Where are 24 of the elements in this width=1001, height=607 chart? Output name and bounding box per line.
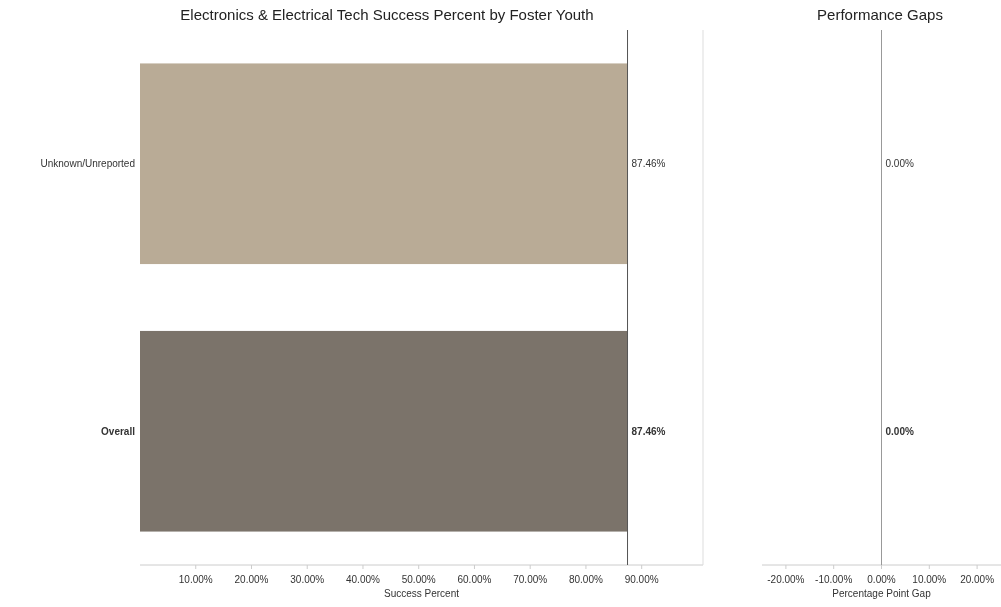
x-tick-label: 50.00% <box>401 574 436 585</box>
chart-title: Electronics & Electrical Tech Success Percent by Foster Youth <box>180 6 594 23</box>
x-tick-label: 20.00% <box>234 574 269 585</box>
chart-title: Performance Gaps <box>817 6 943 23</box>
x-tick-label: 0.00% <box>867 574 896 585</box>
x-tick-label: 90.00% <box>624 574 659 585</box>
x-tick-label: -20.00% <box>767 574 805 585</box>
x-axis-title: Success Percent <box>383 588 460 599</box>
y-tick-label: Overall <box>101 425 136 437</box>
y-tick-label: Unknown/Unreported <box>40 158 135 170</box>
data-label: 0.00% <box>885 158 914 170</box>
data-label: 87.46% <box>631 425 666 437</box>
x-axis-title: Percentage Point Gap <box>832 588 932 599</box>
data-label: 87.46% <box>631 158 666 170</box>
x-tick-label: 70.00% <box>513 574 548 585</box>
x-tick-label: 60.00% <box>457 574 492 585</box>
data-label: 0.00% <box>885 425 914 437</box>
x-tick-label: 10.00% <box>178 574 213 585</box>
x-tick-label: 20.00% <box>960 574 995 585</box>
x-tick-label: 30.00% <box>290 574 325 585</box>
x-tick-label: -10.00% <box>815 574 853 585</box>
x-tick-label: 10.00% <box>912 574 947 585</box>
x-tick-label: 80.00% <box>568 574 603 585</box>
x-tick-label: 40.00% <box>346 574 381 585</box>
